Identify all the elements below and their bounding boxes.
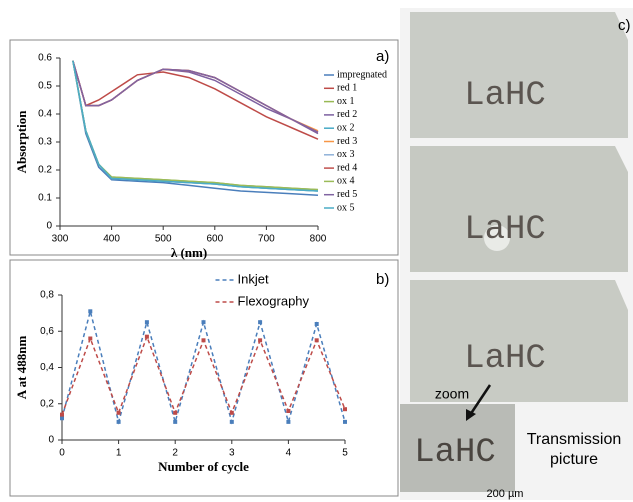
marker <box>88 309 93 314</box>
marker <box>116 410 121 415</box>
y-tick-label: 0.4 <box>38 109 52 120</box>
legend-label: red 5 <box>337 189 357 200</box>
marker <box>286 419 291 424</box>
marker <box>144 334 149 339</box>
y-tick-label: 0.6 <box>38 53 52 64</box>
zoom-photo <box>400 404 515 492</box>
panel-label: c) <box>618 17 631 34</box>
marker <box>286 409 291 413</box>
panel-label: b) <box>376 271 389 288</box>
legend-label: ox 5 <box>337 202 355 213</box>
photo <box>410 280 628 402</box>
caption-box: Transmission picture <box>526 431 622 468</box>
x-tick-label: 1 <box>116 448 122 459</box>
marker <box>229 419 234 424</box>
x-tick-label: 0 <box>59 448 65 459</box>
marker <box>144 320 149 325</box>
legend-label: ox 1 <box>337 96 355 107</box>
x-tick-label: 800 <box>310 234 327 245</box>
y-tick-label: 0 <box>46 221 52 232</box>
bleached-spot <box>484 225 510 251</box>
zoom-label: zoom <box>435 386 469 402</box>
legend-label: ox 4 <box>337 176 355 187</box>
marker <box>201 338 206 343</box>
y-tick-label: 0,4 <box>40 362 54 373</box>
y-tick-label: 0,2 <box>40 398 54 409</box>
y-tick-label: 0 <box>48 435 54 446</box>
legend-label: ox 2 <box>337 122 355 133</box>
marker <box>314 322 319 326</box>
marker <box>201 320 206 325</box>
series-line <box>72 60 319 192</box>
panel-frame <box>9 259 399 497</box>
x-tick-label: 400 <box>103 234 120 245</box>
photo <box>410 12 628 138</box>
series-line <box>72 60 319 132</box>
series-line <box>72 60 319 133</box>
x-tick-label: 700 <box>258 234 275 245</box>
arrow-head <box>466 409 476 421</box>
panel-label: a) <box>376 48 389 65</box>
y-tick-label: 0.5 <box>38 81 52 92</box>
series-line <box>72 60 319 196</box>
series-line <box>61 334 346 415</box>
legend-label: red 1 <box>337 83 357 94</box>
scale-label: 200 µm <box>487 488 524 500</box>
x-tick-label: 600 <box>206 234 223 245</box>
x-axis-title: Number of cycle <box>158 459 249 474</box>
marker <box>343 419 347 424</box>
arrow <box>468 384 492 416</box>
series-line <box>61 308 346 425</box>
marker <box>258 320 263 325</box>
marker <box>229 410 234 415</box>
photo-text: LaHC <box>464 340 546 378</box>
marker <box>258 338 263 343</box>
x-axis-title: λ (nm) <box>171 245 207 260</box>
legend-label: Flexography <box>238 293 310 308</box>
marker <box>60 416 64 421</box>
marker <box>343 407 347 412</box>
series-line <box>72 60 319 140</box>
y-tick-label: 0.3 <box>38 137 52 148</box>
photo-text: LaHC <box>464 77 546 115</box>
x-tick-label: 500 <box>155 234 172 245</box>
marker <box>60 412 64 417</box>
photo-text: LaHC <box>464 211 546 249</box>
x-tick-label: 5 <box>342 448 348 459</box>
photo-text: LaHC <box>414 434 496 472</box>
marker <box>173 410 178 415</box>
y-axis-title: A at 488nm <box>14 336 29 400</box>
series-line <box>72 60 319 133</box>
caption: Transmission picture <box>526 431 622 468</box>
x-tick-label: 3 <box>229 448 235 459</box>
x-tick-label: 4 <box>286 448 292 459</box>
legend-label: Inkjet <box>238 271 269 286</box>
marker <box>116 419 121 424</box>
y-tick-label: 0.1 <box>38 193 52 204</box>
legend-label: ox 3 <box>337 149 355 160</box>
panel-frame <box>9 39 399 256</box>
legend-label: red 3 <box>337 136 357 147</box>
legend-label: red 4 <box>337 162 357 173</box>
marker <box>88 336 93 341</box>
x-tick-label: 300 <box>52 234 69 245</box>
legend-label: impregnated <box>337 69 387 80</box>
legend-label: red 2 <box>337 109 357 120</box>
y-tick-label: 0,8 <box>40 290 54 301</box>
marker <box>314 338 319 343</box>
y-tick-label: 0.2 <box>38 165 52 176</box>
marker <box>173 419 178 424</box>
x-tick-label: 2 <box>172 448 178 459</box>
y-tick-label: 0,6 <box>40 326 54 337</box>
photo <box>410 146 628 272</box>
y-axis-title: Absorption <box>14 110 29 174</box>
